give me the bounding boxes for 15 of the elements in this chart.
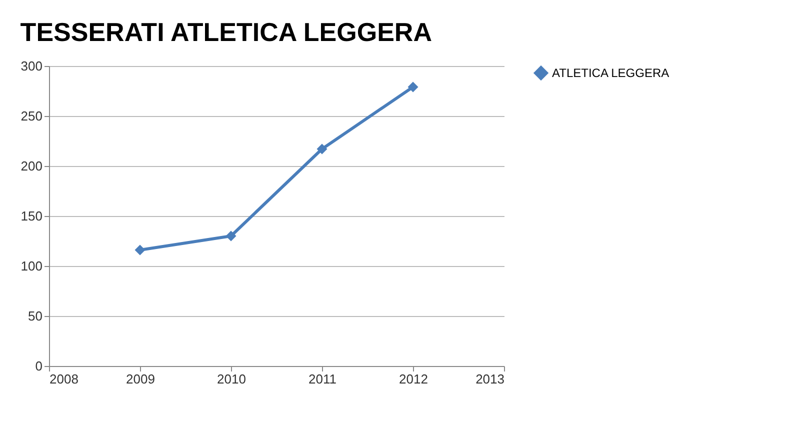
chart-title: TESSERATI ATLETICA LEGGERA <box>20 17 432 47</box>
y-tick-label: 250 <box>20 108 42 124</box>
y-tick-label: 100 <box>20 258 42 274</box>
x-tick-label: 2008 <box>50 372 78 386</box>
x-tick-label: 2011 <box>308 372 336 386</box>
legend-label: ATLETICA LEGGERA <box>552 66 670 80</box>
x-tick-label: 2013 <box>476 372 504 386</box>
x-tick-label: 2010 <box>217 372 246 386</box>
x-tick-label: 2012 <box>399 372 428 386</box>
y-tick-label: 200 <box>20 158 42 174</box>
y-tick-label: 300 <box>20 58 42 74</box>
y-tick-label: 0 <box>35 358 42 374</box>
y-tick-label: 150 <box>20 208 42 224</box>
x-tick-label: 2009 <box>126 372 155 386</box>
y-tick-label: 50 <box>28 308 42 324</box>
